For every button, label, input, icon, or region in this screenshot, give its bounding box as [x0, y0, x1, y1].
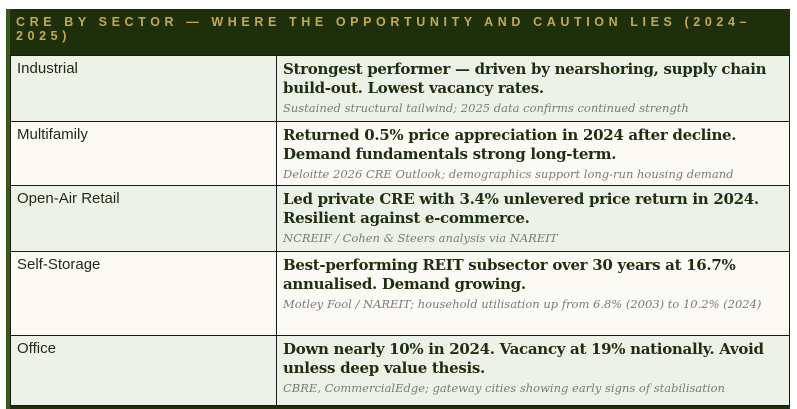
table-row: Self-Storage Best-performing REIT subsec…: [10, 251, 790, 336]
table-row: Industrial Strongest performer — driven …: [10, 55, 790, 122]
sector-detail: Led private CRE with 3.4% unlevered pric…: [276, 185, 790, 252]
table-row: Open-Air Retail Led private CRE with 3.4…: [10, 185, 790, 252]
sector-table: Industrial Strongest performer — driven …: [10, 55, 790, 406]
sector-name: Industrial: [10, 55, 277, 122]
sector-source: CBRE, CommercialEdge; gateway cities sho…: [283, 381, 725, 395]
table-row: Office Down nearly 10% in 2024. Vacancy …: [10, 335, 790, 406]
sector-summary: Down nearly 10% in 2024. Vacancy at 19% …: [283, 340, 764, 377]
sector-source: Deloitte 2026 CRE Outlook; demographics …: [283, 167, 734, 181]
sector-table-card: CRE BY SECTOR — WHERE THE OPPORTUNITY AN…: [6, 9, 790, 409]
sector-summary: Best-performing REIT subsector over 30 y…: [283, 256, 736, 293]
sector-detail: Returned 0.5% price appreciation in 2024…: [276, 121, 790, 186]
sector-source: Motley Fool / NAREIT; household utilisat…: [283, 297, 762, 311]
table-title: CRE BY SECTOR — WHERE THE OPPORTUNITY AN…: [16, 15, 752, 43]
sector-summary: Led private CRE with 3.4% unlevered pric…: [283, 190, 759, 227]
sector-detail: Best-performing REIT subsector over 30 y…: [276, 251, 790, 336]
sector-detail: Strongest performer — driven by nearshor…: [276, 55, 790, 122]
sector-name: Multifamily: [10, 121, 277, 186]
sector-name: Office: [10, 335, 277, 406]
sector-source: Sustained structural tailwind; 2025 data…: [283, 101, 689, 115]
sector-name: Self-Storage: [10, 251, 277, 336]
sector-detail: Down nearly 10% in 2024. Vacancy at 19% …: [276, 335, 790, 406]
sector-summary: Strongest performer — driven by nearshor…: [283, 60, 767, 97]
sector-summary: Returned 0.5% price appreciation in 2024…: [283, 126, 737, 163]
sector-source: NCREIF / Cohen & Steers analysis via NAR…: [283, 231, 558, 245]
table-row: Multifamily Returned 0.5% price apprecia…: [10, 121, 790, 186]
sector-name: Open-Air Retail: [10, 185, 277, 252]
